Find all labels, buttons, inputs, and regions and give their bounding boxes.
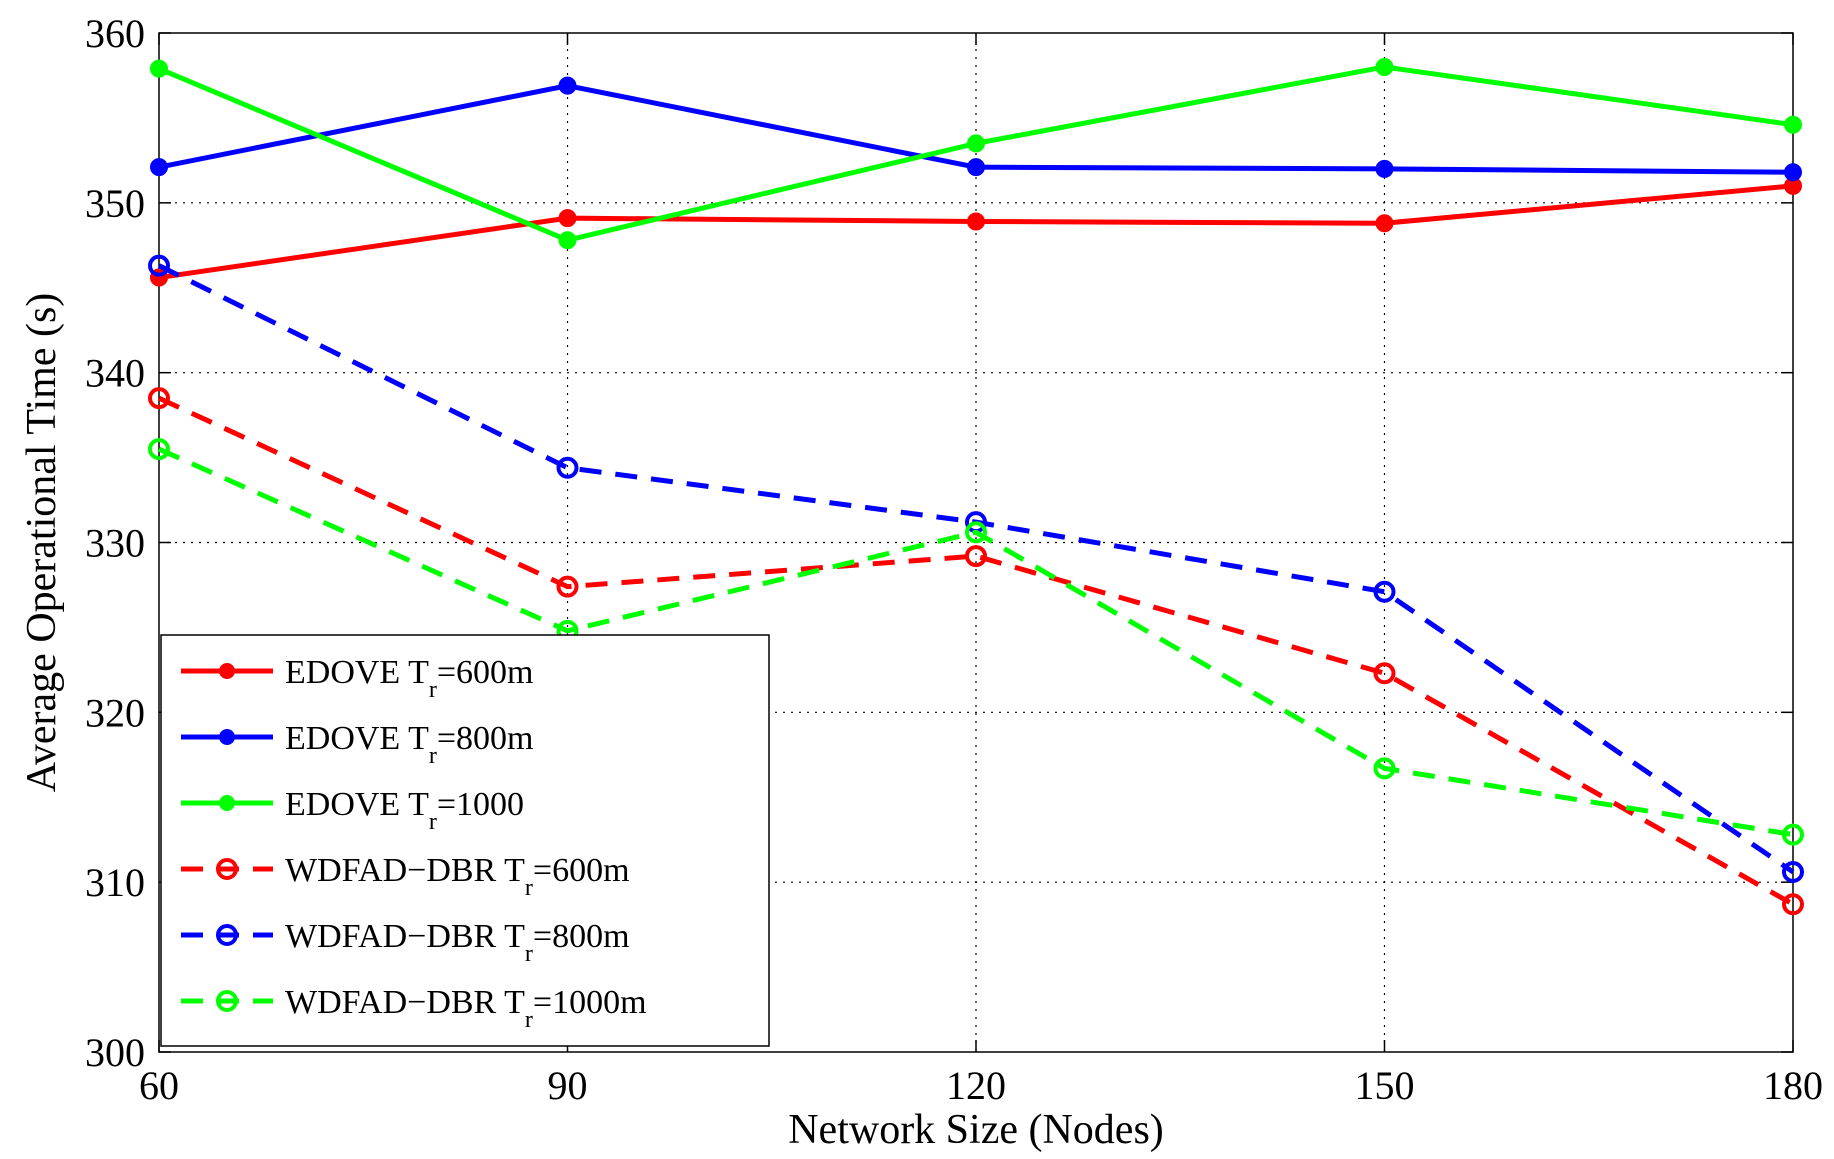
data-point [148, 254, 170, 277]
x-tick-label: 180 [1763, 1063, 1823, 1108]
data-point [556, 456, 579, 479]
x-axis-title: Network Size (Nodes) [788, 1107, 1164, 1153]
legend-box [160, 634, 770, 1047]
legend-label: WDFAD−DBR Tr=1000m [285, 984, 647, 1033]
y-tick-label: 310 [85, 860, 145, 905]
x-tick-label: 90 [548, 1063, 588, 1108]
data-point [1782, 823, 1804, 846]
data-point [150, 59, 168, 78]
legend-entry-6: WDFAD−DBR Tr=1000m [181, 984, 647, 1033]
data-point [148, 438, 170, 461]
legend-marker [216, 990, 238, 1012]
x-tick-label: 60 [139, 1063, 179, 1108]
legend-label: WDFAD−DBR Tr=600m [285, 852, 630, 901]
x-tick-label: 150 [1355, 1063, 1415, 1108]
data-point [1782, 860, 1804, 883]
data-point [1784, 115, 1802, 134]
series-line [157, 446, 1794, 838]
y-tick-label: 340 [85, 351, 145, 396]
y-tick-label: 300 [85, 1030, 145, 1075]
data-point [965, 545, 987, 568]
legend-marker [216, 858, 238, 880]
data-point [967, 158, 985, 177]
data-point [150, 158, 168, 177]
x-tick-label: 120 [946, 1063, 1006, 1108]
y-tick-label: 320 [85, 690, 145, 735]
data-point [1375, 214, 1394, 233]
data-point [1784, 163, 1802, 182]
legend-label: WDFAD−DBR Tr=800m [285, 918, 630, 967]
data-point [1375, 159, 1394, 178]
legend-marker [219, 729, 235, 745]
series-3 [150, 57, 1802, 250]
data-point [965, 521, 987, 544]
legend-label: EDOVE Tr=600m [285, 654, 533, 703]
data-point [558, 76, 577, 95]
legend-marker [219, 795, 235, 811]
legend: EDOVE Tr=600m EDOVE Tr=800m EDOVE Tr=1000 W… [160, 634, 770, 1047]
legend-marker [219, 663, 235, 679]
legend-entry-4: WDFAD−DBR Tr=600m [181, 852, 630, 901]
data-point [556, 575, 579, 598]
axis-ticks: 60 90 120 150 180 300 310 320 330 340 350 360 [85, 11, 1823, 1108]
series-line [157, 395, 1795, 907]
y-tick-label: 360 [85, 11, 145, 56]
series-4 [148, 387, 1804, 916]
legend-label: EDOVE Tr=1000 [285, 786, 524, 835]
legend-entry-5: WDFAD−DBR Tr=800m [181, 918, 630, 967]
data-point [558, 231, 577, 250]
data-point [1373, 580, 1396, 603]
data-point [1782, 893, 1804, 916]
legend-marker [216, 924, 238, 946]
y-tick-label: 330 [85, 521, 145, 566]
data-point [967, 134, 985, 153]
data-point [1373, 757, 1396, 780]
data-point [967, 212, 985, 231]
data-point [558, 209, 577, 228]
series-1 [150, 176, 1802, 287]
series-2 [150, 76, 1802, 182]
legend-entry-2: EDOVE Tr=800m [181, 720, 533, 769]
data-point [1375, 57, 1394, 76]
data-point [148, 387, 170, 410]
legend-entry-3: EDOVE Tr=1000 [181, 786, 524, 835]
legend-entry-1: EDOVE Tr=600m [181, 654, 533, 703]
y-tick-label: 350 [85, 181, 145, 226]
y-axis-title: Average Operational Time (s) [19, 293, 65, 793]
data-point [1373, 662, 1396, 685]
legend-label: EDOVE Tr=800m [285, 720, 533, 769]
